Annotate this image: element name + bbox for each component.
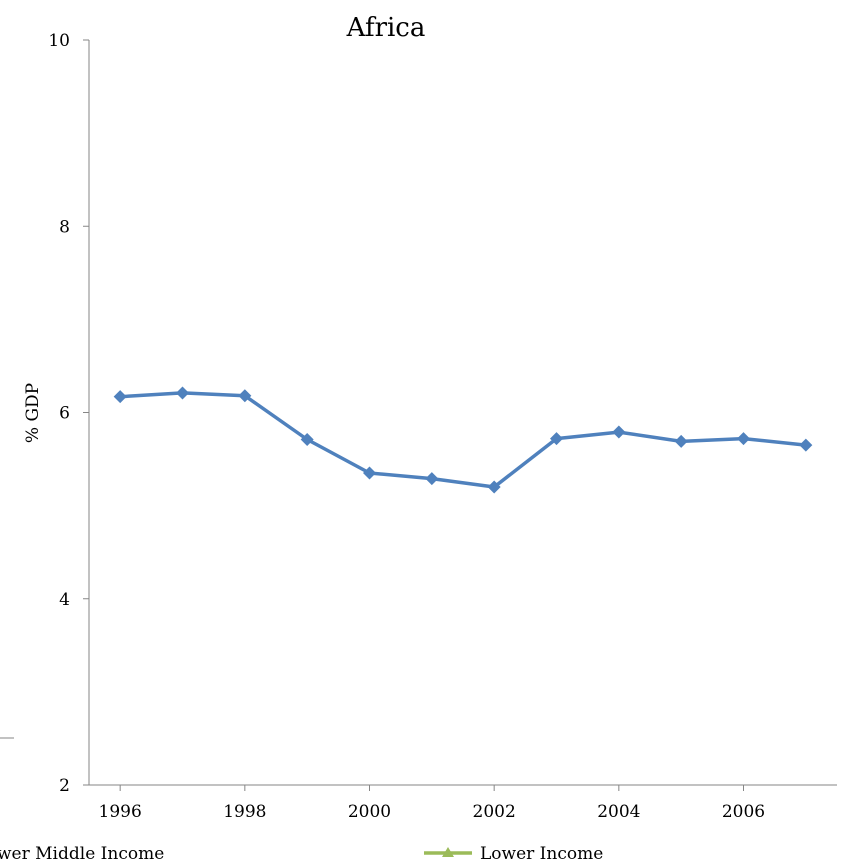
data-point-diamond xyxy=(737,432,750,446)
plot-area xyxy=(113,386,813,494)
data-point-diamond xyxy=(612,425,626,439)
legend: wer Middle Income Lower Income xyxy=(0,844,603,864)
data-point-diamond xyxy=(363,466,376,480)
legend-label-0: wer Middle Income xyxy=(0,844,164,864)
data-point-diamond xyxy=(300,433,314,447)
x-tick-label: 2006 xyxy=(722,802,765,822)
data-point-diamond xyxy=(550,432,563,446)
data-point-diamond xyxy=(487,480,501,494)
data-point-diamond xyxy=(674,434,688,448)
y-tick-label: 6 xyxy=(59,404,70,424)
data-point-diamond xyxy=(176,386,189,400)
x-tick-label: 1998 xyxy=(223,802,266,822)
data-point-diamond xyxy=(799,438,813,452)
data-point-diamond xyxy=(425,472,439,486)
y-tick-label: 4 xyxy=(59,590,70,610)
chart-title: Africa xyxy=(346,13,426,43)
legend-triangle-marker xyxy=(442,847,454,857)
x-tick-label: 2000 xyxy=(348,802,391,822)
data-point-diamond xyxy=(113,390,127,404)
x-tick-label: 2002 xyxy=(473,802,516,822)
y-axis-label: % GDP xyxy=(23,383,43,443)
x-tick-label: 1996 xyxy=(99,802,142,822)
y-tick-label: 8 xyxy=(59,217,70,237)
y-tick-label: 2 xyxy=(59,776,70,796)
series-line xyxy=(120,391,806,489)
x-axis: 1996 1998 2000 2002 2004 2006 xyxy=(89,784,837,822)
legend-label-1: Lower Income xyxy=(480,844,603,864)
x-tick-label: 2004 xyxy=(597,802,640,822)
data-point-diamond xyxy=(238,389,252,403)
y-tick-label: 10 xyxy=(48,31,70,51)
y-axis: 2 4 6 8 10 xyxy=(48,31,90,796)
